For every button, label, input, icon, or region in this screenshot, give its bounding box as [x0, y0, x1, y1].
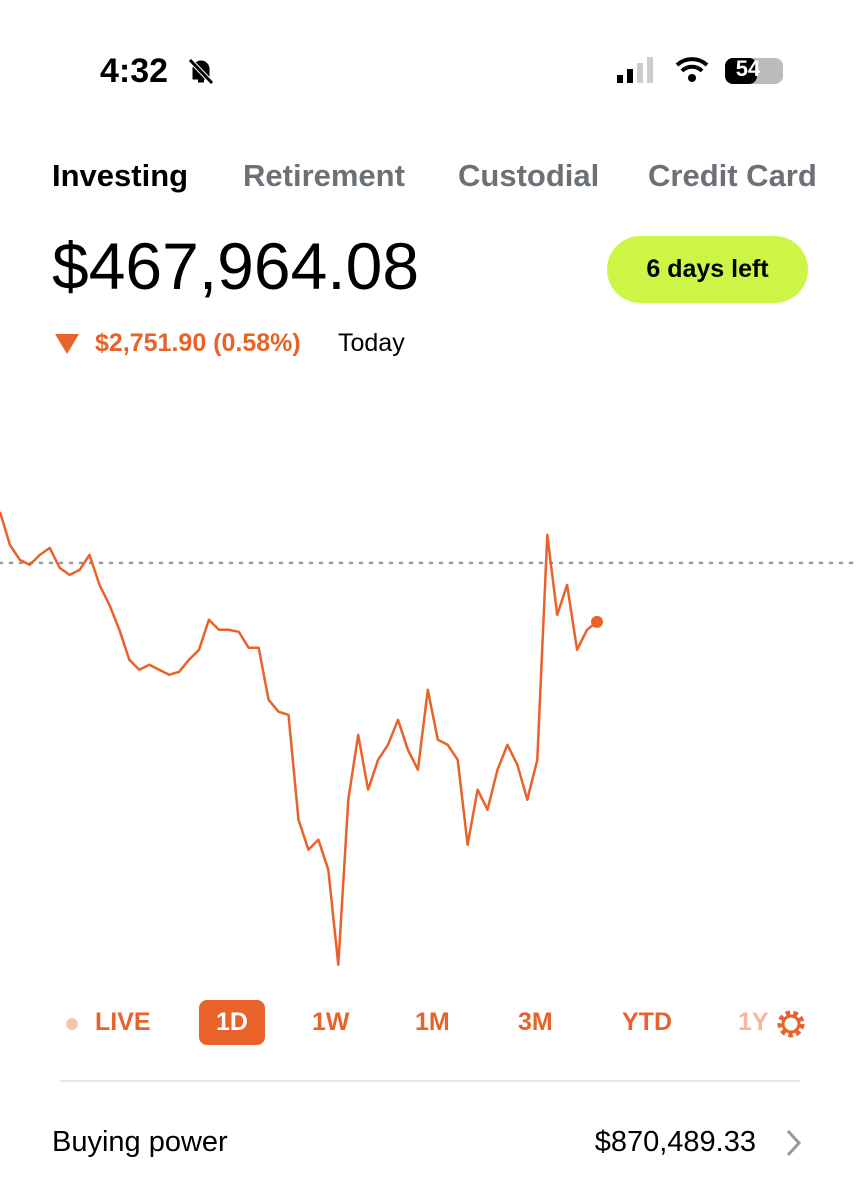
price-line: [0, 511, 598, 966]
battery-level: 54: [735, 56, 761, 81]
status-time: 4:32: [100, 52, 169, 90]
tab[interactable]: Custodial: [458, 158, 600, 193]
range-button[interactable]: 1M: [415, 1008, 450, 1036]
tab[interactable]: Retirement: [243, 158, 405, 193]
divider: [60, 1080, 800, 1082]
range-button[interactable]: 1D: [216, 1008, 248, 1036]
chart: [0, 511, 860, 966]
down-arrow: [55, 334, 79, 354]
current-dot: [591, 615, 603, 628]
range-button[interactable]: YTD: [622, 1008, 672, 1036]
tab[interactable]: Credit Card: [648, 158, 817, 193]
buying-power-value[interactable]: $870,489.33: [594, 1126, 756, 1158]
range-selected-bg: [199, 1000, 265, 1045]
range-button[interactable]: 1Y: [738, 1008, 769, 1036]
change-amount: $2,751.90 (0.58%): [95, 329, 301, 357]
settings-icon[interactable]: [775, 1008, 807, 1040]
buying-power-label[interactable]: Buying power: [52, 1126, 228, 1158]
promo-button[interactable]: 6 days left: [607, 236, 808, 303]
live-dot: [66, 1018, 78, 1030]
range-button[interactable]: 3M: [518, 1008, 553, 1036]
range-button[interactable]: LIVE: [95, 1008, 151, 1036]
status-icons: [617, 57, 783, 84]
balance: $467,964.08: [52, 229, 420, 303]
chevron[interactable]: [784, 1128, 804, 1158]
range-button[interactable]: 1W: [312, 1008, 350, 1036]
change-period: Today: [338, 329, 405, 357]
tab[interactable]: Investing: [52, 158, 189, 193]
mute-icon: [188, 58, 214, 85]
